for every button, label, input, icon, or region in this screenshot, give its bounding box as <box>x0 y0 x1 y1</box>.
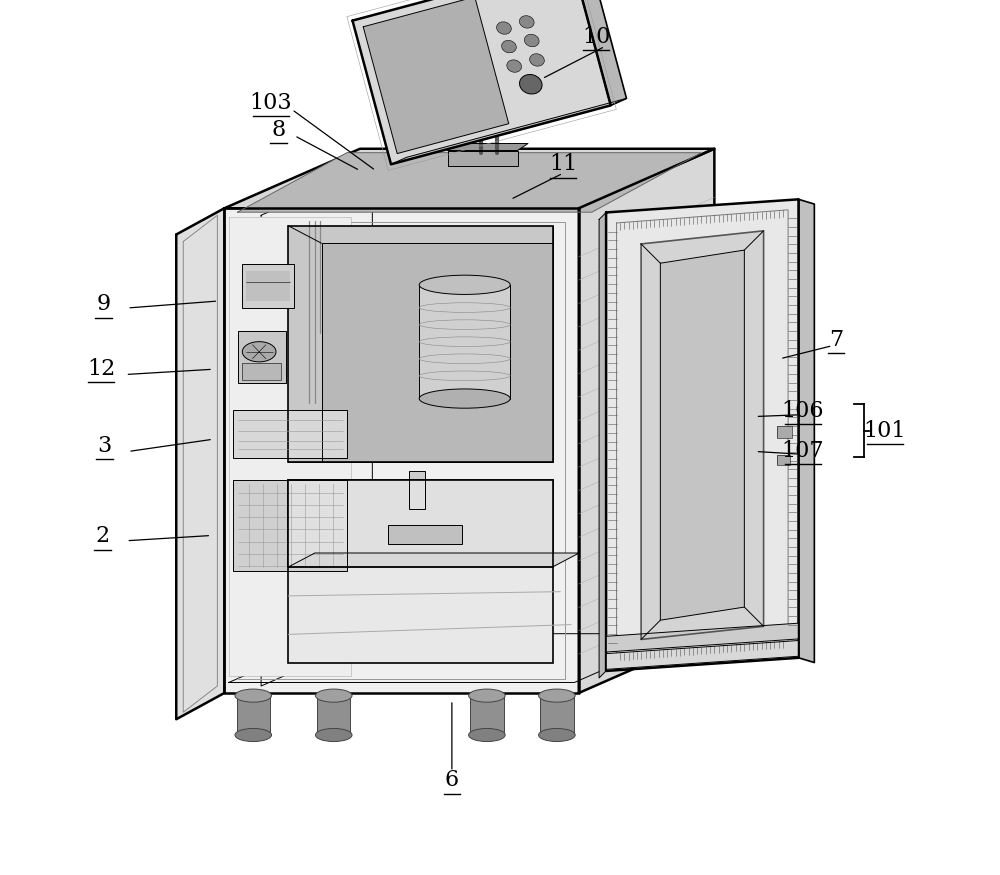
Ellipse shape <box>469 690 505 702</box>
Text: 101: 101 <box>864 419 906 442</box>
Bar <box>409 471 425 509</box>
Bar <box>233 480 347 571</box>
Bar <box>237 696 270 735</box>
Polygon shape <box>288 553 579 567</box>
Polygon shape <box>229 634 686 682</box>
Polygon shape <box>579 149 714 693</box>
Ellipse shape <box>315 690 352 702</box>
Polygon shape <box>176 208 224 719</box>
Polygon shape <box>606 623 799 652</box>
Bar <box>242 363 281 380</box>
Ellipse shape <box>524 34 539 46</box>
Text: 3: 3 <box>97 435 112 458</box>
Bar <box>540 696 574 735</box>
Polygon shape <box>660 250 744 620</box>
Polygon shape <box>391 98 626 164</box>
Bar <box>238 331 286 383</box>
Polygon shape <box>606 200 799 671</box>
Bar <box>470 696 504 735</box>
Ellipse shape <box>419 275 510 295</box>
Ellipse shape <box>235 728 272 741</box>
Bar <box>242 264 294 308</box>
Polygon shape <box>599 213 606 678</box>
Text: 2: 2 <box>96 525 110 548</box>
Bar <box>233 480 347 571</box>
Bar <box>777 426 792 438</box>
Text: 8: 8 <box>272 118 286 141</box>
Bar <box>409 471 425 509</box>
Bar <box>388 525 462 544</box>
Bar <box>419 285 510 399</box>
Ellipse shape <box>507 60 522 73</box>
Polygon shape <box>606 640 799 669</box>
Bar <box>288 480 553 567</box>
Bar <box>470 696 504 735</box>
Polygon shape <box>229 217 351 676</box>
Text: 12: 12 <box>87 358 115 381</box>
Bar <box>388 525 462 544</box>
Polygon shape <box>353 0 611 164</box>
Ellipse shape <box>539 690 575 702</box>
Ellipse shape <box>242 341 276 362</box>
Ellipse shape <box>530 53 544 66</box>
Polygon shape <box>238 153 701 212</box>
Bar <box>322 243 553 462</box>
Ellipse shape <box>520 74 542 94</box>
Ellipse shape <box>497 22 511 34</box>
Polygon shape <box>261 166 372 686</box>
Bar <box>242 363 281 380</box>
Bar <box>777 455 790 466</box>
Bar <box>237 696 270 735</box>
Bar <box>288 480 553 663</box>
Bar <box>448 150 518 166</box>
Bar <box>246 271 290 301</box>
Ellipse shape <box>235 690 272 702</box>
Bar <box>777 455 790 466</box>
Bar <box>288 480 553 663</box>
Ellipse shape <box>469 728 505 741</box>
Polygon shape <box>799 200 814 662</box>
Ellipse shape <box>315 728 352 741</box>
Text: 11: 11 <box>549 153 577 176</box>
Text: 9: 9 <box>97 293 111 316</box>
Polygon shape <box>224 208 579 693</box>
Bar <box>317 696 350 735</box>
Bar <box>288 226 553 462</box>
Text: 106: 106 <box>782 400 824 423</box>
Bar <box>242 264 294 308</box>
Polygon shape <box>572 0 626 105</box>
Ellipse shape <box>419 388 510 408</box>
Bar <box>288 226 553 462</box>
Bar <box>322 243 553 462</box>
Ellipse shape <box>502 40 516 52</box>
Text: 107: 107 <box>782 439 824 462</box>
Polygon shape <box>224 149 714 208</box>
Polygon shape <box>641 231 764 640</box>
Ellipse shape <box>519 16 534 28</box>
Bar <box>233 410 347 458</box>
Bar <box>317 696 350 735</box>
Bar <box>540 696 574 735</box>
Text: 103: 103 <box>249 92 292 115</box>
Text: 7: 7 <box>829 328 843 351</box>
Polygon shape <box>448 144 528 150</box>
Bar <box>777 426 792 438</box>
Text: 10: 10 <box>582 25 610 48</box>
Bar <box>288 480 553 567</box>
Bar <box>238 331 286 383</box>
Bar <box>233 410 347 458</box>
Polygon shape <box>363 0 509 154</box>
Text: 6: 6 <box>445 769 459 792</box>
Bar <box>448 150 518 166</box>
Bar <box>419 285 510 399</box>
Ellipse shape <box>539 728 575 741</box>
